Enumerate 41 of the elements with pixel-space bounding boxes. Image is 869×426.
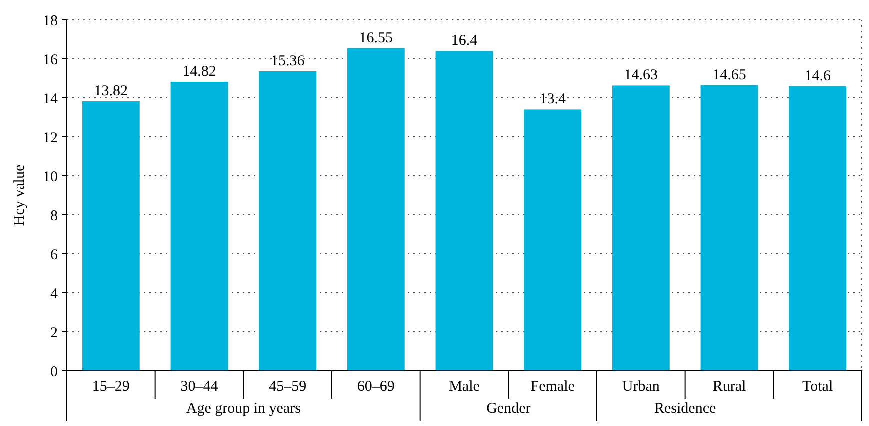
data-label: 13.82	[94, 84, 128, 100]
y-tick-label: 12	[43, 130, 58, 146]
y-tick-label: 6	[50, 247, 58, 264]
y-tick-label: 16	[43, 52, 58, 68]
bar	[524, 110, 582, 371]
bar	[789, 86, 847, 371]
bar	[612, 86, 670, 371]
x-tick-label: 45–59	[269, 379, 307, 395]
data-label: 13.4	[540, 92, 566, 108]
text: Gender	[486, 401, 531, 417]
x-tick-label: Urban	[622, 379, 660, 395]
y-tick-label: 8	[50, 208, 58, 224]
x-tick-label: 30–44	[180, 379, 219, 395]
text: Age group in years	[186, 401, 302, 417]
y-tick-label: 2	[50, 325, 58, 342]
data-label: 15.36	[270, 53, 306, 70]
x-tick-label: Female	[530, 379, 576, 395]
x-tick-label: Rural	[712, 379, 746, 395]
bar	[700, 85, 758, 371]
text: Residence	[654, 401, 716, 417]
bar	[347, 48, 405, 371]
bar	[82, 102, 140, 371]
x-tick-label: 60–69	[357, 379, 395, 395]
data-label: 14.6	[804, 68, 832, 84]
x-tick-label: 15–29	[92, 379, 130, 395]
x-tick-label: Male	[449, 379, 480, 395]
y-tick-label: 14	[43, 91, 58, 108]
bar	[436, 51, 494, 371]
data-label: 16.55	[359, 30, 394, 46]
y-tick-label: 0	[50, 364, 58, 380]
data-label: 14.65	[712, 67, 746, 84]
data-label: 16.4	[451, 33, 478, 50]
bar	[170, 82, 228, 371]
y-tick-label: 18	[43, 13, 58, 30]
y-tick-label: 10	[43, 169, 58, 186]
y-tick-label: 4	[50, 286, 58, 302]
data-label: 14.82	[182, 64, 216, 80]
x-tick-label: Total	[802, 379, 834, 395]
bar	[259, 71, 317, 371]
y-axis-title: Hcy value	[12, 164, 28, 226]
data-label: 14.63	[624, 68, 658, 84]
